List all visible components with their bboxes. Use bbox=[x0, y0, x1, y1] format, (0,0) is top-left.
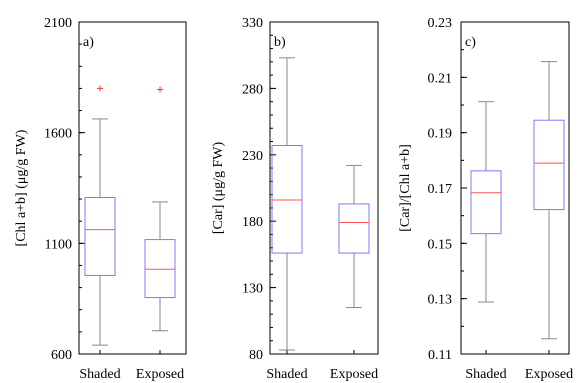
box-exposed bbox=[144, 86, 176, 332]
box-shaded bbox=[271, 57, 303, 351]
y-tick-label: 0.23 bbox=[428, 16, 453, 31]
y-axis-label: [Car] (μg/g FW) bbox=[211, 142, 226, 235]
y-tick-label: 2100 bbox=[44, 16, 72, 31]
y-tick-label: 1600 bbox=[44, 127, 72, 142]
box-exposed bbox=[338, 164, 370, 309]
panel-label: a) bbox=[83, 35, 94, 50]
iqr-box bbox=[84, 197, 116, 276]
y-tick-label: 0.19 bbox=[428, 127, 453, 142]
category-label: Exposed bbox=[330, 367, 378, 382]
box-exposed bbox=[533, 61, 565, 340]
plot-frame bbox=[460, 21, 570, 355]
y-tick-label: 80 bbox=[249, 348, 263, 363]
y-tick-label: 0.17 bbox=[428, 182, 453, 197]
panel-2: 80 130 180 230 280 330 [Car] (μg/g FW) b) Shaded… bbox=[211, 16, 379, 382]
box-shaded bbox=[84, 85, 116, 346]
panel-3: 0.11 0.13 0.15 0.17 0.19 0.21 0.23 [Car]/[Chl a… bbox=[398, 16, 573, 382]
iqr-box bbox=[338, 203, 370, 254]
panel-label: c) bbox=[465, 35, 476, 50]
y-axis-label: [Car]/[Chl a+b] bbox=[398, 144, 413, 232]
iqr-box bbox=[533, 119, 565, 211]
iqr-box bbox=[144, 239, 176, 299]
iqr-box bbox=[271, 145, 303, 254]
y-tick-label: 0.13 bbox=[428, 293, 453, 308]
y-tick-label: 280 bbox=[242, 82, 263, 97]
box-shaded bbox=[470, 101, 502, 303]
y-tick-label: 0.15 bbox=[428, 237, 453, 252]
plot-frame bbox=[78, 21, 187, 355]
y-axis-label: [Chl a+b] (μg/g FW) bbox=[14, 129, 29, 246]
y-tick-label: 600 bbox=[51, 348, 72, 363]
category-label: Shaded bbox=[266, 367, 307, 382]
y-tick-label: 0.21 bbox=[428, 71, 453, 86]
category-label: Exposed bbox=[136, 367, 184, 382]
y-tick-label: 230 bbox=[242, 149, 263, 164]
y-tick-label: 130 bbox=[242, 282, 263, 297]
iqr-box bbox=[470, 170, 502, 235]
panel-1: 600 1100 1600 2100 [Chl a+b] (μg/g FW) a) Shad… bbox=[14, 16, 187, 382]
y-tick-label: 180 bbox=[242, 215, 263, 230]
category-label: Shaded bbox=[79, 367, 120, 382]
panel-label: b) bbox=[274, 35, 286, 50]
y-tick-label: 0.11 bbox=[428, 348, 452, 363]
category-label: Shaded bbox=[465, 367, 506, 382]
y-tick-label: 1100 bbox=[45, 237, 72, 252]
plot-frame bbox=[269, 21, 379, 355]
category-label: Exposed bbox=[525, 367, 573, 382]
y-tick-label: 330 bbox=[242, 16, 263, 31]
